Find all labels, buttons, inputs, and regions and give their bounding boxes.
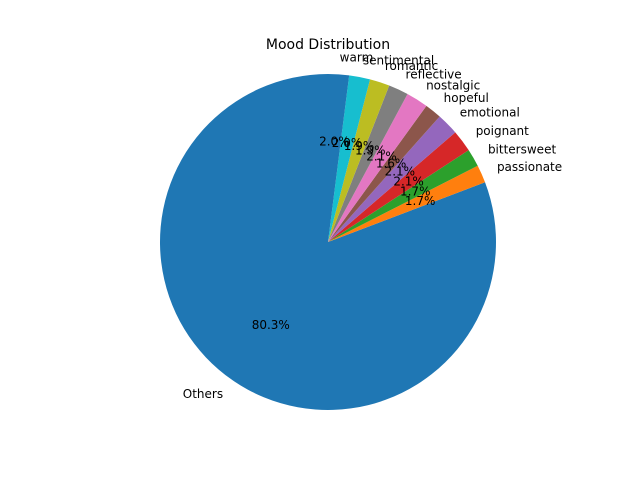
slice-label: poignant xyxy=(476,124,529,138)
slice-percent-label: 1.9% xyxy=(344,139,375,153)
pie-slice-poignant xyxy=(328,132,469,242)
pie-slice-emotional xyxy=(328,116,456,242)
slice-percent-label: 1.7% xyxy=(405,194,436,208)
pie-labels: Others 80.3% passionate 1.7% bittersweet 1.7%… xyxy=(183,51,562,402)
slice-percent-label: 1.6% xyxy=(376,156,407,170)
slice-label: warm xyxy=(340,51,374,65)
slice-label: passionate xyxy=(497,160,562,174)
pie-slice-bittersweet xyxy=(328,150,478,242)
pie-slice-sentimental xyxy=(328,75,371,242)
slice-percent-label: 1.9% xyxy=(355,144,386,158)
pie-slice-warm xyxy=(328,74,350,242)
slice-label: nostalgic xyxy=(426,78,480,92)
slice-label: sentimental xyxy=(363,54,434,68)
slice-percent-label: 2.0% xyxy=(319,134,350,148)
slice-label: romantic xyxy=(385,59,438,73)
slice-percent-label: 2.1% xyxy=(393,174,424,188)
pie-slice-passionate xyxy=(328,165,486,242)
pie-slice-hopeful xyxy=(328,105,440,242)
pie-slice-romantic xyxy=(328,79,390,242)
slice-label: hopeful xyxy=(444,91,489,105)
pie-slice-nostalgic xyxy=(328,94,427,242)
slice-percent-label: 2.0% xyxy=(332,136,363,150)
slice-label: emotional xyxy=(460,105,520,119)
slice-percent-label: 2.1% xyxy=(385,164,416,178)
slice-label: reflective xyxy=(406,67,462,81)
slice-percent-label: 2.1% xyxy=(366,150,397,164)
pie-slices xyxy=(160,74,496,410)
slice-label: bittersweet xyxy=(488,142,557,156)
slice-percent-label: 1.7% xyxy=(400,185,431,199)
slice-percent-label: 80.3% xyxy=(252,318,290,332)
pie-slice-reflective xyxy=(328,85,408,242)
slice-label: Others xyxy=(183,387,223,401)
chart-title: Mood Distribution xyxy=(266,37,390,53)
